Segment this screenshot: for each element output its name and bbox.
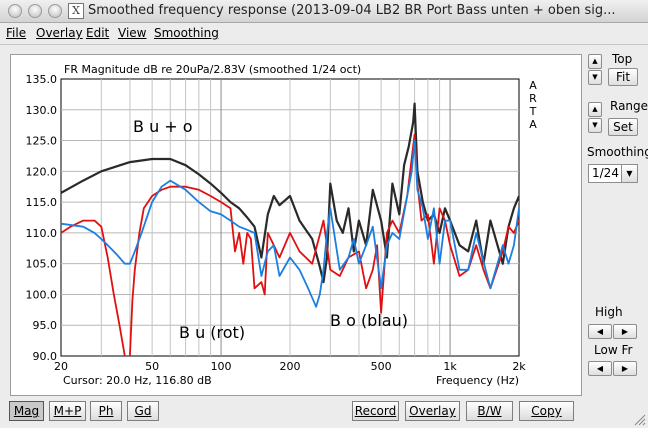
range-down-button[interactable]: ▼	[588, 118, 602, 133]
chevron-down-icon: ▼	[621, 165, 637, 182]
high-label: High	[595, 305, 623, 319]
low-left-button[interactable]: ◀	[588, 361, 612, 376]
close-window-button[interactable]	[8, 4, 22, 18]
x-tick-label: 20	[54, 360, 68, 373]
copy-button-label: Copy	[531, 404, 562, 418]
annotation-bo-blau: B o (blau)	[330, 311, 408, 330]
top-label: Top	[612, 52, 633, 66]
y-tick-label: 125.0	[26, 135, 58, 148]
x-axis-label: Frequency (Hz)	[436, 374, 519, 387]
title-bar: X Smoothed frequency response (2013-09-0…	[0, 0, 648, 23]
graph-panel[interactable]: 135.0 130.0 125.0 120.0 115.0 110.0 105.0 100.0…	[10, 54, 582, 396]
group-delay-button[interactable]: Gd	[127, 401, 159, 421]
copy-button[interactable]: Copy	[519, 401, 574, 421]
menu-overlay[interactable]: Overlay	[36, 26, 83, 40]
set-button[interactable]: Set	[608, 118, 638, 136]
mag-button[interactable]: Mag	[9, 401, 44, 421]
arta-letter: R	[529, 92, 537, 105]
top-down-button[interactable]: ▼	[588, 70, 602, 85]
top-up-button[interactable]: ▲	[588, 54, 602, 69]
y-tick-label: 90.0	[33, 350, 58, 363]
y-tick-label: 115.0	[26, 196, 58, 209]
annotation-bu-plus-o: B u + o	[133, 117, 193, 136]
arta-letter: A	[529, 118, 537, 131]
smoothing-value: 1/24	[592, 166, 619, 180]
zoom-window-button[interactable]	[48, 4, 62, 18]
menu-edit[interactable]: Edit	[86, 26, 110, 40]
high-left-button[interactable]: ◀	[588, 324, 612, 339]
x-tick-label: 2k	[512, 360, 526, 373]
record-button-label: Record	[354, 404, 397, 418]
y-tick-label: 110.0	[26, 227, 58, 240]
series-line-2	[61, 139, 519, 308]
range-up-button[interactable]: ▲	[588, 102, 602, 117]
smoothing-select[interactable]: 1/24 ▼	[588, 164, 638, 183]
window-title: Smoothed frequency response (2013-09-04 …	[88, 3, 616, 18]
resize-grip-icon[interactable]	[632, 412, 646, 426]
x-tick-label: 500	[371, 360, 392, 373]
menu-separator	[0, 44, 648, 45]
range-label: Range	[610, 99, 648, 113]
mag-phase-button[interactable]: M+P	[49, 401, 86, 421]
mag-button-label: Mag	[13, 404, 40, 418]
arta-letter: A	[529, 79, 537, 92]
chart-header: FR Magnitude dB re 20uPa/2.83V (smoothed…	[64, 63, 361, 76]
series-line-1	[61, 133, 519, 356]
menu-file[interactable]: File	[6, 26, 27, 40]
mag-phase-button-label: M+P	[53, 404, 82, 418]
menu-bar: File Overlay Edit View Smoothing	[0, 23, 648, 43]
y-tick-label: 130.0	[26, 104, 58, 117]
fit-button[interactable]: Fit	[608, 68, 638, 86]
bw-button[interactable]: B/W	[466, 401, 513, 421]
y-tick-label: 100.0	[26, 288, 58, 301]
phase-button[interactable]: Ph	[90, 401, 122, 421]
series-line-0	[61, 102, 519, 284]
y-tick-label: 95.0	[33, 319, 58, 332]
group-delay-button-label: Gd	[134, 404, 152, 418]
record-button[interactable]: Record	[352, 401, 399, 421]
y-tick-label: 105.0	[26, 258, 58, 271]
bw-button-label: B/W	[477, 404, 502, 418]
arta-letter: T	[529, 105, 537, 118]
phase-button-label: Ph	[98, 404, 114, 418]
menu-smoothing[interactable]: Smoothing	[154, 26, 219, 40]
smoothing-label: Smoothing	[587, 145, 648, 159]
high-right-button[interactable]: ▶	[613, 324, 637, 339]
y-tick-label: 120.0	[26, 165, 58, 178]
minimize-window-button[interactable]	[28, 4, 42, 18]
overlay-button-label: Overlay	[409, 404, 456, 418]
low-right-button[interactable]: ▶	[613, 361, 637, 376]
y-tick-label: 135.0	[26, 73, 58, 86]
x-tick-label: 200	[280, 360, 301, 373]
frequency-response-chart[interactable]: 135.0 130.0 125.0 120.0 115.0 110.0 105.0 100.0…	[11, 55, 581, 395]
menu-view[interactable]: View	[118, 26, 147, 40]
x-tick-label: 50	[145, 360, 159, 373]
low-freq-label: Low Fr	[594, 343, 633, 357]
app-icon: X	[68, 3, 84, 19]
annotation-bu-rot: B u (rot)	[179, 323, 245, 342]
overlay-button[interactable]: Overlay	[405, 401, 460, 421]
x-tick-label: 100	[211, 360, 232, 373]
cursor-readout: Cursor: 20.0 Hz, 116.80 dB	[63, 374, 212, 387]
x-tick-label: 1k	[443, 360, 457, 373]
